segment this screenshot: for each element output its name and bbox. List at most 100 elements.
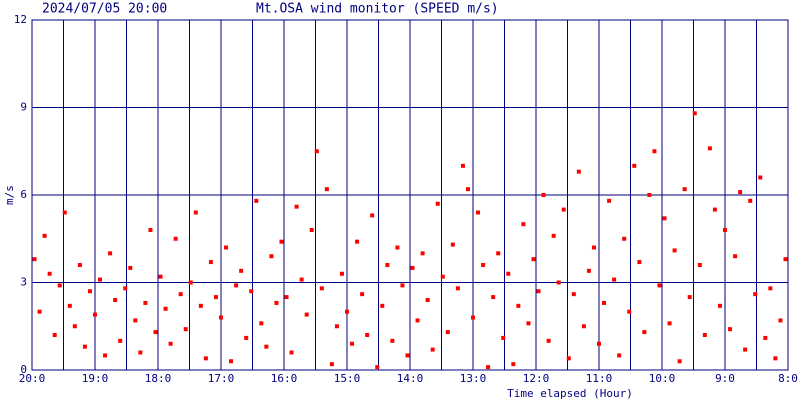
data-point [602,300,607,305]
data-point [440,274,445,279]
data-point [67,303,72,308]
chart-title: 2024/07/05 20:00 [42,2,167,17]
data-point [213,295,218,300]
data-point [773,356,778,361]
data-point [455,286,460,291]
data-point [259,321,264,326]
data-point [168,341,173,346]
x-tick-label: 14:0 [397,372,424,385]
data-point [571,292,576,297]
data-point [304,312,309,317]
data-point [249,289,254,294]
data-point [445,330,450,335]
y-tick-label: 12 [14,13,27,26]
data-point [420,251,425,256]
data-point [783,257,788,262]
data-point [118,338,123,343]
data-point [410,265,415,270]
data-point [576,169,581,174]
y-tick-label: 6 [20,188,27,201]
data-point [702,333,707,337]
data-point [329,362,334,367]
data-point [319,286,324,291]
data-point [269,254,274,259]
data-point [274,300,279,305]
x-tick-label: 9:0 [715,372,735,385]
data-point [692,111,697,116]
data-point [163,306,168,311]
y-tick-label: 9 [20,101,27,114]
data-point [723,228,727,232]
data-point [733,254,738,259]
data-point [612,277,617,282]
data-point [758,175,763,180]
data-point [672,248,677,253]
data-point [717,303,722,308]
data-point [173,236,178,241]
data-point [93,312,97,317]
data-point [763,335,768,340]
data-point [360,292,365,297]
data-point [556,280,561,285]
data-point [667,321,672,326]
data-point [123,286,128,291]
data-point [183,327,188,332]
data-point [239,268,244,273]
data-point [536,289,541,294]
data-point [153,330,158,335]
x-tick-label: 18:0 [145,372,172,385]
data-point [37,309,42,314]
data-point [632,163,637,168]
data-point [309,228,314,232]
data-point [496,251,501,256]
data-point [52,333,57,337]
data-point [219,315,223,320]
data-point [98,277,103,282]
data-point [465,187,470,192]
data-point [591,245,596,250]
data-point [390,338,395,343]
data-point [682,187,687,192]
data-point [768,286,773,291]
data-point [471,315,475,320]
data-point [561,207,566,212]
x-tick-label: 15:0 [334,372,361,385]
data-point [365,333,370,337]
data-point [622,236,627,241]
data-point [687,295,692,300]
x-tick-label: 12:0 [523,372,550,385]
data-point [511,362,516,367]
data-point [551,233,556,238]
data-point [647,193,652,197]
data-point [697,263,702,267]
data-point [284,295,289,300]
data-point [415,318,420,323]
data-point [138,350,143,355]
data-point [486,365,491,370]
data-point [506,271,511,276]
data-point [728,327,733,332]
data-point [47,271,52,276]
data-point [476,210,481,215]
data-point [82,344,87,349]
data-point [314,149,319,154]
data-point [743,347,748,352]
data-point [128,265,133,270]
data-point [642,330,647,335]
data-point [526,321,531,326]
data-point [87,289,92,294]
plot-border [31,19,789,371]
x-axis-label: Time elapsed (Hour) [507,387,633,400]
y-tick-label: 0 [20,363,27,376]
data-point [334,324,339,329]
data-point [581,324,586,329]
data-point [566,356,571,361]
data-point [400,283,405,288]
data-point [586,268,591,273]
data-point [617,353,622,358]
data-point [72,324,77,329]
x-tick-label: 16:0 [271,372,298,385]
data-point [113,298,118,302]
data-point [405,353,410,358]
